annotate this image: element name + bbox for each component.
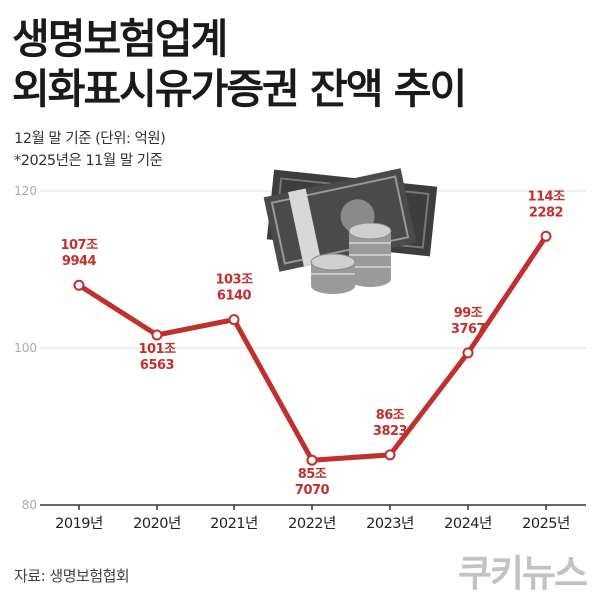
data-label: 114조 [527, 189, 565, 204]
data-point [540, 230, 552, 242]
data-label: 9944 [62, 254, 97, 269]
data-point [462, 347, 474, 359]
data-label: 6563 [140, 358, 175, 373]
data-label: 99조 [454, 306, 483, 321]
x-tick-label: 2020년 [133, 515, 181, 532]
page-title: 생명보험업계 외화표시유가증권 잔액 추이 [12, 14, 467, 114]
data-label: 85조 [298, 467, 327, 482]
subtitle-line-1: 12월 말 기준 (단위: 억원) [14, 131, 166, 147]
data-label: 101조 [138, 342, 176, 357]
x-tick-label: 2025년 [522, 515, 570, 532]
source-note: 자료: 생명보험협회 [14, 567, 130, 585]
x-tick-label: 2022년 [288, 515, 336, 532]
data-point [73, 279, 85, 291]
data-label: 2282 [529, 205, 563, 220]
y-tick-label: 100 [14, 341, 37, 355]
x-axis: 2019년 2020년 2021년 2022년 2023년 2024년 2025년 [40, 504, 586, 532]
data-point [306, 454, 318, 466]
x-tick-label: 2023년 [366, 515, 414, 532]
data-label: 3767 [451, 322, 486, 337]
data-label: 86조 [376, 408, 405, 423]
y-tick-label: 80 [22, 498, 37, 512]
data-label: 7070 [295, 483, 330, 498]
title-line-1: 생명보험업계 [12, 15, 228, 63]
x-tick-label: 2024년 [444, 515, 492, 532]
x-tick-label: 2021년 [210, 515, 258, 532]
data-point [384, 449, 396, 461]
subtitle-line-2: *2025년은 11월 말 기준 [14, 153, 163, 169]
money-stack-icon [263, 168, 438, 294]
data-label: 6140 [217, 289, 252, 304]
subtitle: 12월 말 기준 (단위: 억원) *2025년은 11월 말 기준 [14, 128, 166, 172]
title-line-2: 외화표시유가증권 잔액 추이 [12, 65, 467, 113]
y-tick-label: 120 [14, 184, 37, 198]
publisher-logo: 쿠키뉴스 [457, 552, 588, 595]
data-label: 107조 [60, 238, 98, 253]
data-label: 103조 [215, 273, 253, 288]
data-point [151, 329, 163, 341]
series-layer [73, 230, 552, 466]
x-tick-label: 2019년 [55, 515, 103, 532]
data-point [228, 314, 240, 326]
data-label: 3823 [373, 424, 408, 439]
